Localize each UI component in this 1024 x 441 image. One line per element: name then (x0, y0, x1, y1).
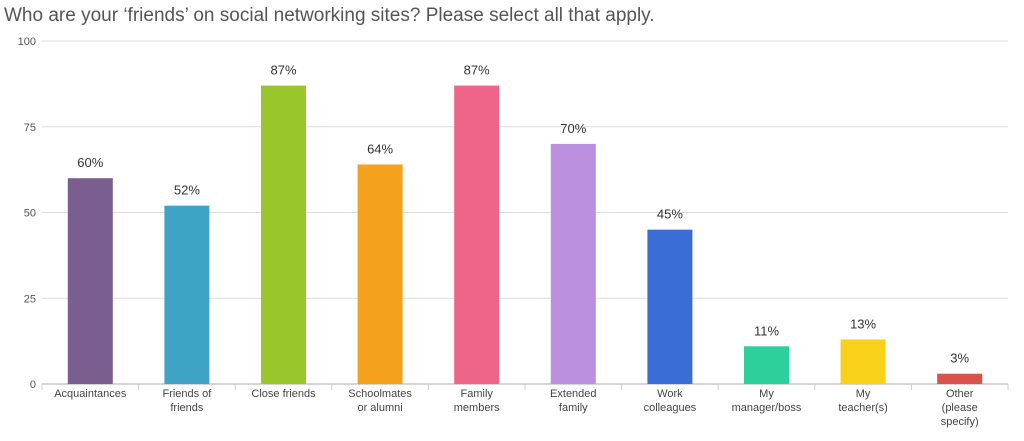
y-tick-label: 50 (24, 208, 36, 220)
x-tick-label: Extended family (550, 388, 596, 414)
x-tick-label: My manager/boss (732, 388, 802, 414)
data-label: 52% (174, 183, 200, 198)
bar (454, 85, 500, 384)
data-label: 87% (270, 63, 296, 78)
data-label: 70% (560, 121, 586, 136)
chart-title: Who are your ‘friends’ on social network… (4, 5, 655, 26)
x-tick-label: Other (please specify) (941, 388, 979, 428)
bar (647, 229, 693, 384)
x-tick-label: Acquaintances (54, 388, 127, 400)
bar (67, 178, 113, 384)
x-tick-label: Schoolmates or alumni (348, 388, 412, 414)
bar (937, 373, 983, 384)
y-tick-label: 100 (18, 36, 36, 48)
bar (164, 205, 210, 384)
data-label: 87% (464, 63, 490, 78)
data-label: 11% (754, 323, 779, 338)
x-tick-label: Friends of friends (162, 388, 212, 414)
data-label: 64% (367, 141, 393, 156)
x-tick-label: My teacher(s) (838, 388, 888, 414)
y-tick-label: 75 (24, 122, 36, 134)
bar (744, 346, 789, 384)
data-label: 13% (850, 316, 876, 331)
x-tick-label: Family members (454, 388, 500, 414)
x-tick-label: Close friends (251, 388, 316, 400)
data-label: 45% (657, 207, 683, 222)
y-tick-label: 0 (30, 379, 36, 391)
bar (261, 85, 306, 384)
bar (357, 164, 403, 384)
data-label: 3% (950, 351, 969, 366)
data-label: 60% (77, 155, 103, 170)
x-tick-label: Work colleagues (644, 388, 697, 414)
bar (840, 339, 886, 384)
y-tick-label: 25 (24, 293, 36, 305)
bar (550, 143, 596, 384)
